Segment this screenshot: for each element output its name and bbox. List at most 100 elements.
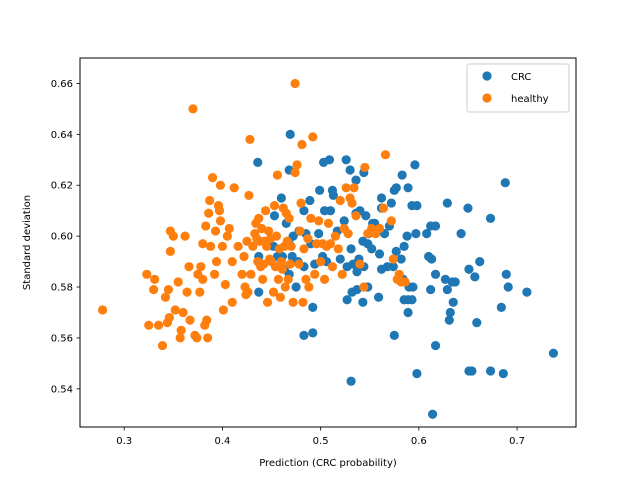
point-healthy-29	[198, 274, 208, 284]
point-healthy-150	[394, 269, 404, 279]
point-healthy-133	[343, 228, 353, 239]
point-crc-43	[408, 282, 418, 292]
point-healthy-2	[144, 320, 154, 330]
point-healthy-64	[248, 241, 258, 251]
point-healthy-99	[284, 213, 294, 223]
point-crc-105	[314, 228, 324, 239]
point-healthy-19	[180, 231, 190, 241]
point-healthy-47	[218, 305, 228, 315]
point-crc-51	[442, 284, 452, 295]
point-healthy-23	[188, 104, 198, 114]
point-crc-36	[376, 264, 387, 274]
point-healthy-28	[196, 262, 206, 272]
point-healthy-90	[275, 292, 285, 302]
legend-label-crc: CRC	[511, 72, 531, 83]
point-crc-41	[403, 307, 413, 318]
point-healthy-10	[164, 312, 174, 323]
point-crc-68	[485, 366, 496, 376]
point-crc-72	[346, 376, 356, 386]
point-healthy-48	[220, 279, 230, 290]
point-healthy-136	[349, 183, 359, 193]
point-healthy-63	[246, 269, 256, 279]
series-healthy	[97, 78, 410, 351]
y-axis-label: Standard deviation	[22, 195, 33, 290]
point-healthy-79	[263, 226, 274, 236]
point-healthy-86	[271, 231, 282, 241]
point-healthy-88	[273, 274, 283, 284]
point-healthy-140	[360, 162, 370, 173]
point-crc-40	[407, 295, 417, 305]
point-healthy-49	[222, 231, 232, 241]
point-healthy-138	[355, 259, 365, 269]
point-healthy-69	[254, 213, 264, 223]
point-crc-78	[342, 295, 352, 305]
point-crc-52	[445, 307, 455, 318]
y-axis-ticks: 0.54 0.56 0.58 0.60 0.62 0.64 0.66	[51, 79, 80, 395]
point-healthy-18	[178, 307, 188, 318]
point-healthy-147	[386, 216, 396, 226]
point-healthy-40	[210, 226, 221, 236]
point-healthy-52	[227, 297, 237, 307]
point-crc-79	[358, 297, 368, 307]
point-healthy-83	[268, 287, 279, 297]
point-crc-20	[463, 203, 473, 213]
point-healthy-77	[262, 241, 272, 251]
point-healthy-84	[269, 201, 280, 211]
point-healthy-108	[296, 198, 306, 208]
point-healthy-137	[351, 211, 361, 221]
point-healthy-35	[204, 208, 214, 218]
point-crc-65	[412, 368, 422, 379]
legend-label-healthy: healthy	[511, 94, 549, 105]
point-healthy-126	[327, 262, 338, 272]
point-healthy-111	[299, 244, 309, 254]
point-healthy-87	[272, 170, 283, 180]
point-crc-60	[522, 287, 532, 297]
point-healthy-15	[173, 277, 183, 287]
point-healthy-122	[319, 274, 330, 284]
point-healthy-95	[280, 282, 290, 292]
point-crc-47	[424, 251, 434, 262]
point-healthy-50	[224, 223, 234, 234]
point-healthy-25	[192, 333, 202, 343]
point-healthy-34	[203, 333, 213, 343]
point-healthy-110	[298, 297, 308, 307]
point-healthy-125	[325, 239, 336, 249]
point-healthy-135	[347, 198, 357, 208]
point-crc-93	[339, 216, 349, 226]
point-healthy-5	[153, 320, 164, 330]
point-healthy-145	[378, 203, 389, 213]
point-healthy-13	[168, 231, 178, 241]
point-crc-16	[412, 201, 422, 211]
point-crc-28	[402, 231, 412, 241]
point-healthy-105	[292, 160, 302, 170]
point-healthy-16	[175, 333, 185, 343]
point-healthy-32	[201, 221, 211, 231]
point-healthy-73	[258, 274, 268, 284]
x-tick-label: 0.5	[313, 436, 329, 447]
point-healthy-41	[211, 256, 222, 267]
point-crc-100	[305, 195, 315, 206]
point-crc-118	[269, 211, 280, 221]
point-crc-128	[348, 259, 358, 269]
point-healthy-30	[198, 239, 208, 249]
point-crc-101	[299, 206, 309, 216]
point-crc-75	[308, 302, 318, 312]
point-crc-123	[254, 287, 264, 297]
point-crc-96	[319, 206, 330, 216]
point-healthy-4	[150, 274, 160, 284]
point-healthy-37	[206, 241, 216, 251]
point-crc-10	[397, 170, 407, 180]
point-crc-61	[496, 302, 506, 312]
point-crc-18	[391, 183, 401, 193]
y-tick-label: 0.64	[51, 130, 73, 141]
legend-box	[466, 63, 570, 113]
point-healthy-55	[237, 269, 247, 279]
y-tick-label: 0.54	[51, 384, 73, 395]
point-healthy-92	[277, 264, 287, 274]
point-crc-23	[456, 228, 466, 239]
point-healthy-107	[295, 226, 305, 236]
x-axis-ticks: 0.3 0.4 0.5 0.6 0.7	[116, 427, 525, 447]
point-crc-54	[444, 315, 454, 325]
point-crc-53	[448, 297, 458, 307]
